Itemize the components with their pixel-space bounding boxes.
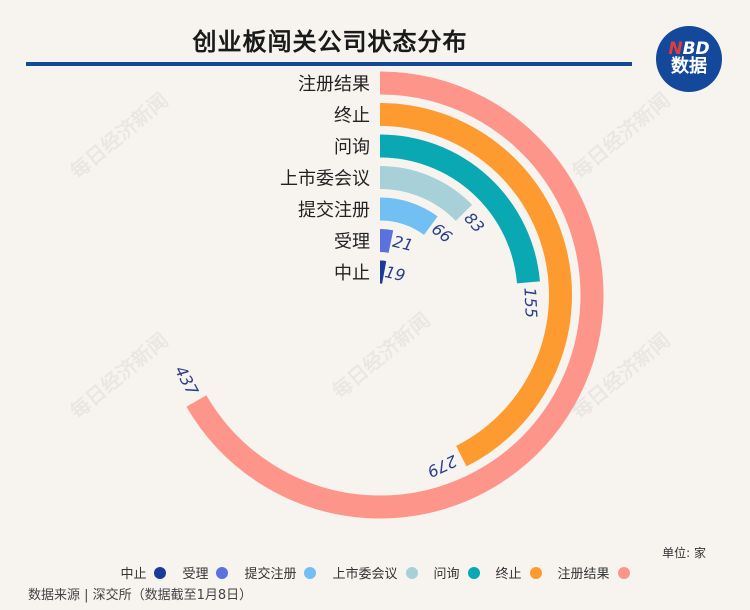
- value-label: 437: [171, 363, 202, 400]
- logo-n: N: [668, 38, 683, 59]
- category-label: 上市委会议: [280, 169, 370, 190]
- legend-swatch: [216, 566, 229, 579]
- legend-label: 中止: [120, 567, 147, 582]
- value-label: 83: [460, 209, 488, 237]
- category-label: 提交注册: [298, 200, 370, 221]
- legend-swatch: [617, 566, 630, 579]
- value-label: 19: [383, 262, 407, 285]
- ring-bar-上市委会议: [379, 166, 473, 222]
- legend-item: 中止: [120, 563, 167, 582]
- ring-bar-终止: [379, 103, 572, 467]
- chart-title: 创业板闯关公司状态分布: [192, 28, 468, 56]
- legend-label: 终止: [495, 567, 522, 582]
- logo-bd: BD: [682, 38, 710, 59]
- ring-bar-注册结果: [186, 71, 604, 519]
- category-label: 终止: [334, 106, 370, 127]
- legend-item: 上市委会议: [332, 563, 418, 582]
- ring-bar-问询: [379, 134, 540, 284]
- category-label: 中止: [334, 263, 370, 284]
- legend-item: 终止: [496, 563, 542, 582]
- ring-bar-受理: [379, 229, 394, 253]
- value-label: 279: [424, 451, 460, 481]
- legend: 中止 受理 提交注册 上市委会议 问询 终止 注册结果: [0, 563, 750, 582]
- legend-item: 受理: [182, 563, 229, 582]
- source-note: 数据来源 | 深交所（数据截至1月8日）: [28, 588, 253, 603]
- legend-label: 受理: [182, 567, 209, 582]
- ring-bar-提交注册: [379, 197, 438, 236]
- legend-item: 提交注册: [244, 563, 317, 582]
- category-label: 受理: [334, 232, 370, 253]
- legend-swatch: [304, 566, 317, 579]
- nbd-logo: NBD 数据: [656, 26, 722, 92]
- legend-swatch: [405, 566, 418, 579]
- legend-label: 注册结果: [557, 567, 610, 582]
- value-label: 21: [391, 232, 415, 255]
- legend-swatch: [154, 566, 167, 579]
- category-label: 问询: [334, 137, 370, 158]
- title-rule: [26, 62, 632, 66]
- value-label: 155: [520, 287, 541, 318]
- legend-item: 问询: [434, 563, 480, 582]
- logo-data: 数据: [671, 56, 707, 78]
- legend-label: 上市委会议: [332, 567, 398, 582]
- legend-label: 问询: [433, 567, 460, 582]
- legend-item: 注册结果: [558, 563, 630, 582]
- legend-swatch: [467, 566, 480, 579]
- unit-label: 单位: 家: [662, 546, 706, 560]
- legend-label: 提交注册: [244, 567, 297, 582]
- legend-swatch: [529, 566, 542, 579]
- category-label: 注册结果: [298, 74, 370, 95]
